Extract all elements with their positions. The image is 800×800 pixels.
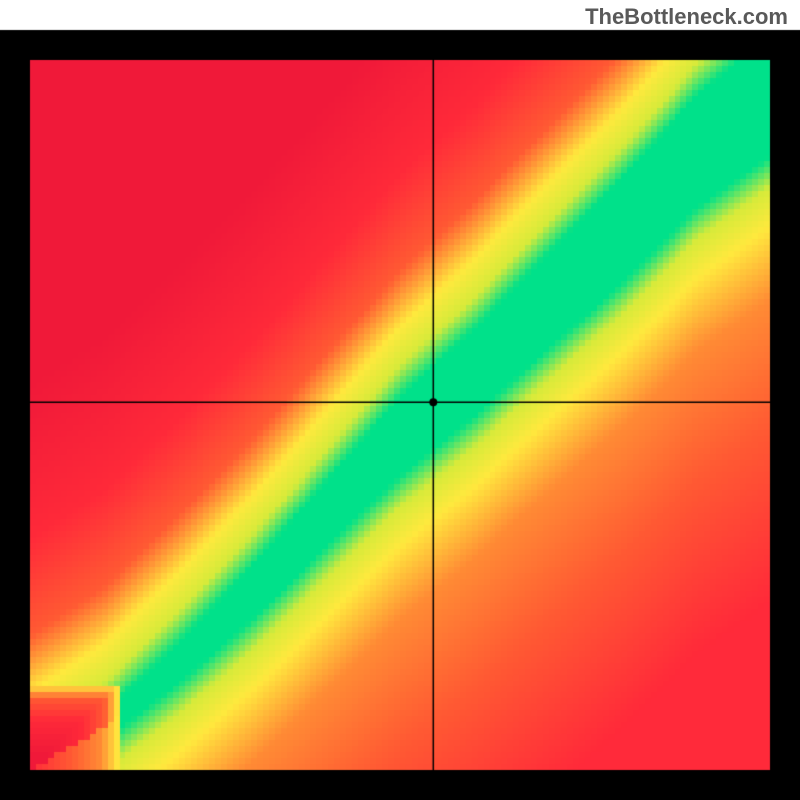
chart-container: TheBottleneck.com <box>0 0 800 800</box>
bottleneck-heatmap-canvas <box>0 0 800 800</box>
watermark-text: TheBottleneck.com <box>585 4 788 30</box>
